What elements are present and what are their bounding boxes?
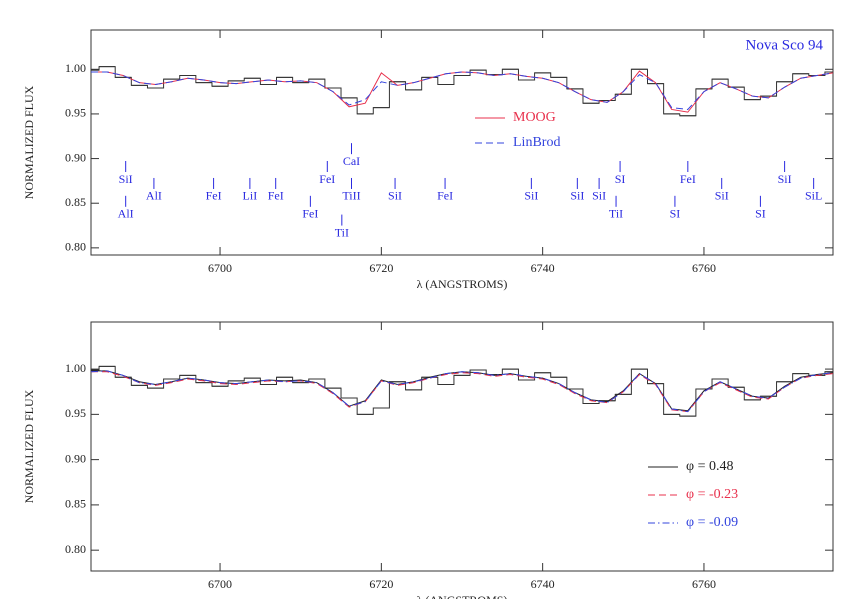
model-line bbox=[91, 370, 833, 413]
x-tick-label: 6720 bbox=[369, 577, 393, 591]
line-id-label: CaI bbox=[343, 154, 360, 168]
line-id-label: SI bbox=[670, 207, 681, 221]
x-tick-label: 6700 bbox=[208, 261, 232, 275]
annotation: Nova Sco 94 bbox=[746, 37, 824, 53]
x-tick-label: 6740 bbox=[531, 577, 555, 591]
observed-steps bbox=[91, 66, 833, 117]
line-id-label: SiL bbox=[805, 189, 822, 203]
line-id-label: SiI bbox=[592, 189, 606, 203]
plot-area bbox=[91, 365, 833, 417]
y-tick-label: 0.80 bbox=[65, 542, 86, 556]
line-id-label: FeI bbox=[268, 189, 284, 203]
line-id-label: SiI bbox=[388, 189, 402, 203]
x-tick-label: 6760 bbox=[692, 261, 716, 275]
line-id-label: SiI bbox=[715, 189, 729, 203]
y-tick-label: 0.85 bbox=[65, 497, 86, 511]
model-line bbox=[91, 371, 833, 413]
model-line bbox=[91, 370, 833, 412]
plot-area bbox=[91, 66, 833, 117]
line-id-label: SiI bbox=[119, 172, 133, 186]
line-id-label: AlI bbox=[146, 189, 162, 203]
y-tick-label: 0.80 bbox=[65, 240, 86, 254]
line-id-label: FeI bbox=[319, 172, 335, 186]
y-axis-label: NORMALIZED FLUX bbox=[22, 85, 36, 199]
y-axis-label: NORMALIZED FLUX bbox=[22, 389, 36, 503]
line-id-label: SI bbox=[755, 207, 766, 221]
x-axis-label: λ (ANGSTROMS) bbox=[417, 593, 508, 599]
x-axis-label: λ (ANGSTROMS) bbox=[417, 277, 508, 291]
legend-label: LinBrod bbox=[513, 135, 560, 150]
legend-label: φ = -0.09 bbox=[686, 515, 738, 530]
y-tick-label: 0.85 bbox=[65, 195, 86, 209]
legend-label: φ = -0.23 bbox=[686, 487, 738, 502]
y-tick-label: 0.95 bbox=[65, 406, 86, 420]
line-id-label: TiI bbox=[609, 207, 623, 221]
model-line bbox=[91, 71, 833, 110]
y-tick-label: 0.90 bbox=[65, 451, 86, 465]
line-id-label: SiI bbox=[524, 189, 538, 203]
panel: 6700 6720 6740 6760 0.80 0.85 0.90 0.95 1.00 λ (A… bbox=[22, 321, 834, 599]
line-id-label: FeI bbox=[437, 189, 453, 203]
line-id-label: SI bbox=[615, 172, 626, 186]
x-tick-label: 6740 bbox=[531, 261, 555, 275]
panel: 6700 6720 6740 6760 0.80 0.85 0.90 0.95 1.00 λ (A… bbox=[22, 29, 834, 291]
x-tick-label: 6720 bbox=[369, 261, 393, 275]
y-tick-label: 1.00 bbox=[65, 61, 86, 75]
line-id-label: FeI bbox=[206, 189, 222, 203]
model-line bbox=[91, 70, 833, 113]
line-id-label: TiII bbox=[342, 189, 360, 203]
y-tick-label: 0.90 bbox=[65, 150, 86, 164]
legend-label: MOOG bbox=[513, 110, 556, 125]
line-id-label: LiI bbox=[243, 189, 258, 203]
plot-frame bbox=[90, 321, 834, 572]
line-id-label: SiI bbox=[570, 189, 584, 203]
x-tick-label: 6760 bbox=[692, 577, 716, 591]
line-id-label: SiI bbox=[778, 172, 792, 186]
y-tick-label: 1.00 bbox=[65, 361, 86, 375]
line-id-label: FeI bbox=[302, 207, 318, 221]
x-tick-label: 6700 bbox=[208, 577, 232, 591]
line-id-label: AlI bbox=[118, 207, 134, 221]
line-id-label: FeI bbox=[680, 172, 696, 186]
y-tick-label: 0.95 bbox=[65, 106, 86, 120]
line-id-label: TiI bbox=[335, 225, 349, 239]
observed-steps bbox=[91, 365, 833, 417]
legend-label: φ = 0.48 bbox=[686, 459, 733, 474]
plot-frame bbox=[90, 29, 834, 256]
